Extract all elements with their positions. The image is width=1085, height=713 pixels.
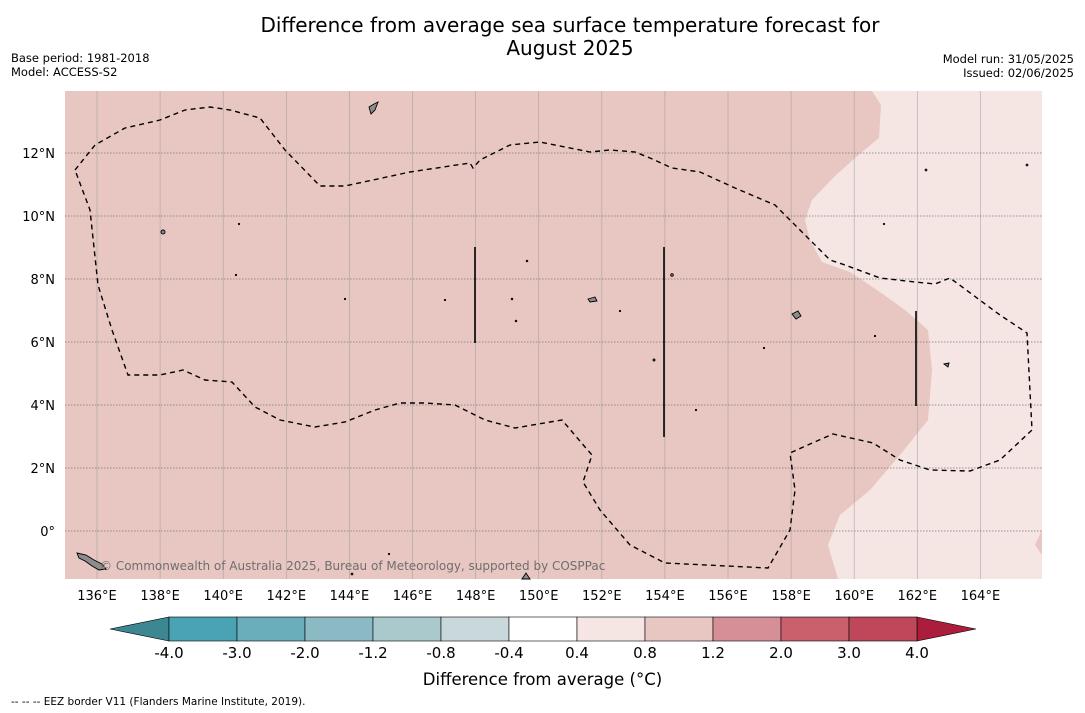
island-small-b [652, 358, 656, 362]
colorbar-box [236, 616, 306, 642]
island-small-n [873, 334, 877, 338]
colorbar-boxes [168, 616, 918, 642]
colorbar-label: Difference from average (°C) [422, 670, 663, 689]
island-small-a [670, 273, 674, 277]
land-features [76, 101, 1029, 580]
longitude-tick-label: 150°E [519, 589, 559, 604]
graticule [65, 91, 1042, 579]
longitude-tick-label: 136°E [77, 589, 117, 604]
eez-borders [74, 106, 1033, 569]
longitude-tick-label: 142°E [267, 589, 307, 604]
colorbar-tick-label: 4.0 [905, 644, 929, 662]
longitude-tick-label: 156°E [708, 589, 748, 604]
longitude-tick-label: 164°E [961, 589, 1001, 604]
eez-footnote: -- -- -- EEZ border V11 (Flanders Marine… [11, 696, 306, 708]
colorbar-tick-label: 0.8 [633, 644, 657, 662]
island-small-o [882, 222, 886, 226]
colorbar-box [576, 616, 646, 642]
longitude-labels: 136°E 138°E 140°E 142°E 144°E 146°E 148°E 150°E… [77, 589, 1000, 604]
latitude-tick-label: 0° [40, 525, 55, 540]
colorbar-box [508, 616, 578, 642]
island-small-d [1025, 163, 1029, 167]
colorbar-tick-labels: -4.0 -3.0 -2.0 -1.2 -0.8 -0.4 0.4 0.8 1.2 2.0 3.0 4… [154, 644, 929, 662]
latitude-tick-label: 6°N [31, 336, 56, 351]
island-small-c [924, 168, 928, 172]
island-south [521, 572, 531, 580]
island-pohnpei [791, 310, 802, 320]
meta-left: Base period: 1981-2018 Model: ACCESS-S2 [11, 51, 150, 79]
colorbar-box [780, 616, 850, 642]
island-small-e [525, 259, 529, 263]
longitude-tick-label: 154°E [645, 589, 685, 604]
issued-date: Issued: 02/06/2025 [963, 66, 1074, 80]
island-small-j [234, 273, 238, 277]
island-small-l [694, 408, 698, 412]
colorbar-box [440, 616, 510, 642]
colorbar-tick-label: -0.8 [426, 644, 455, 662]
longitude-tick-label: 160°E [834, 589, 874, 604]
colorbar-over-arrow [916, 616, 977, 642]
colorbar-box [372, 616, 442, 642]
longitude-tick-label: 148°E [456, 589, 496, 604]
anomaly-region-weak [805, 91, 1042, 579]
colorbar-box [848, 616, 918, 642]
longitude-tick-label: 162°E [898, 589, 938, 604]
longitude-tick-label: 146°E [393, 589, 433, 604]
island-small-r [387, 552, 391, 556]
colorbar-tick-label: 3.0 [837, 644, 861, 662]
anomaly-region-weak-south [1035, 530, 1042, 555]
longitude-tick-label: 138°E [140, 589, 180, 604]
colorbar-tick-label: -3.0 [222, 644, 251, 662]
title-line-1: Difference from average sea surface temp… [260, 13, 880, 37]
island-small-k [237, 222, 241, 226]
colorbar-tick-label: -1.2 [358, 644, 387, 662]
colorbar-tick-label: -0.4 [494, 644, 523, 662]
latitude-tick-label: 8°N [31, 273, 56, 288]
meta-right: Model run: 31/05/2025 Issued: 02/06/2025 [943, 52, 1074, 80]
island-kosrae [942, 362, 950, 368]
longitude-tick-label: 144°E [330, 589, 370, 604]
latitude-tick-label: 4°N [31, 399, 56, 414]
island-small-h [443, 298, 447, 302]
colorbar-box [304, 616, 374, 642]
colorbar-under-arrow [109, 616, 170, 642]
longitude-tick-label: 158°E [771, 589, 811, 604]
island-small-i [343, 297, 347, 301]
base-period: Base period: 1981-2018 [11, 51, 150, 65]
latitude-tick-label: 10°N [22, 210, 55, 225]
latitude-labels: 12°N 10°N 8°N 6°N 4°N 2°N 0° [22, 147, 55, 540]
colorbar-tick-label: 1.2 [701, 644, 725, 662]
island-guam [368, 101, 379, 115]
island-small-f [514, 319, 518, 323]
boundary-segments [474, 247, 917, 437]
colorbar-tick-label: 0.4 [565, 644, 589, 662]
island-small-p [618, 309, 622, 313]
island-small-g [510, 297, 514, 301]
island-palau [76, 552, 107, 571]
eez-border-west [74, 106, 1033, 569]
colorbar-tick-label: -2.0 [290, 644, 319, 662]
colorbar-box [168, 616, 238, 642]
island-small-q [350, 572, 354, 576]
colorbar: -4.0 -3.0 -2.0 -1.2 -0.8 -0.4 0.4 0.8 1.2 2.0 3.0 4… [109, 616, 977, 662]
latitude-tick-label: 12°N [22, 147, 55, 162]
colorbar-box [712, 616, 782, 642]
copyright-text: © Commonwealth of Australia 2025, Bureau… [100, 559, 605, 573]
colorbar-tick-label: 2.0 [769, 644, 793, 662]
colorbar-box [644, 616, 714, 642]
map-title: Difference from average sea surface temp… [170, 14, 970, 60]
island-ulithi [160, 229, 166, 235]
model-run: Model run: 31/05/2025 [942, 52, 1074, 66]
latitude-tick-label: 2°N [31, 462, 56, 477]
title-line-2: August 2025 [506, 36, 634, 60]
longitude-tick-label: 152°E [582, 589, 622, 604]
model-name: Model: ACCESS-S2 [11, 65, 118, 79]
island-chuuk [587, 296, 598, 303]
longitude-tick-label: 140°E [203, 589, 243, 604]
sst-anomaly-field [65, 91, 1042, 579]
island-small-m [762, 346, 766, 350]
colorbar-tick-label: -4.0 [154, 644, 183, 662]
